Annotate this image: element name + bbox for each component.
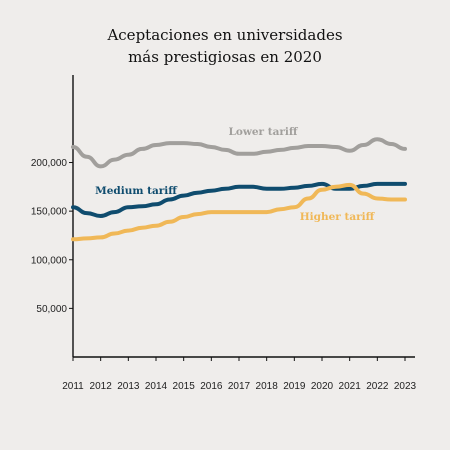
series-label-higher-tariff: Higher tariff bbox=[300, 211, 376, 223]
x-tick-label: 2023 bbox=[394, 381, 417, 392]
series-line-lower-tariff bbox=[71, 137, 407, 169]
x-tick-label: 2022 bbox=[366, 381, 389, 392]
x-tick-label: 2012 bbox=[90, 381, 113, 392]
x-tick-label: 2021 bbox=[339, 381, 362, 392]
y-tick-label: 200,000 bbox=[31, 158, 68, 169]
x-tick-label: 2014 bbox=[145, 381, 168, 392]
series-label-lower-tariff: Lower tariff bbox=[228, 126, 298, 138]
chart-title-line-1: Aceptaciones en universidades bbox=[106, 26, 342, 44]
series-label-medium-tariff: Medium tariff bbox=[95, 185, 178, 197]
series-line-medium-tariff bbox=[71, 181, 407, 218]
x-tick-label: 2020 bbox=[311, 381, 334, 392]
x-axis-ticks: 2011 2012 2013 2014 2015 2016 2017 2018 2019 2020… bbox=[62, 357, 417, 392]
chart-title-line-2: más prestigiosas en 2020 bbox=[128, 48, 322, 66]
series-line-higher-tariff bbox=[71, 182, 407, 242]
axes bbox=[72, 75, 415, 358]
x-tick-label: 2015 bbox=[173, 381, 196, 392]
series-lines bbox=[71, 137, 407, 242]
x-tick-label: 2016 bbox=[200, 381, 223, 392]
x-tick-label: 2017 bbox=[228, 381, 251, 392]
y-tick-label: 100,000 bbox=[31, 255, 68, 266]
y-axis-ticks: 50,000 100,000 150,000 200,000 bbox=[31, 158, 73, 315]
x-tick-label: 2018 bbox=[256, 381, 279, 392]
x-tick-label: 2011 bbox=[62, 381, 84, 392]
y-tick-label: 150,000 bbox=[31, 207, 68, 218]
x-tick-label: 2013 bbox=[117, 381, 140, 392]
y-tick-label: 50,000 bbox=[36, 304, 67, 315]
x-tick-label: 2019 bbox=[283, 381, 306, 392]
